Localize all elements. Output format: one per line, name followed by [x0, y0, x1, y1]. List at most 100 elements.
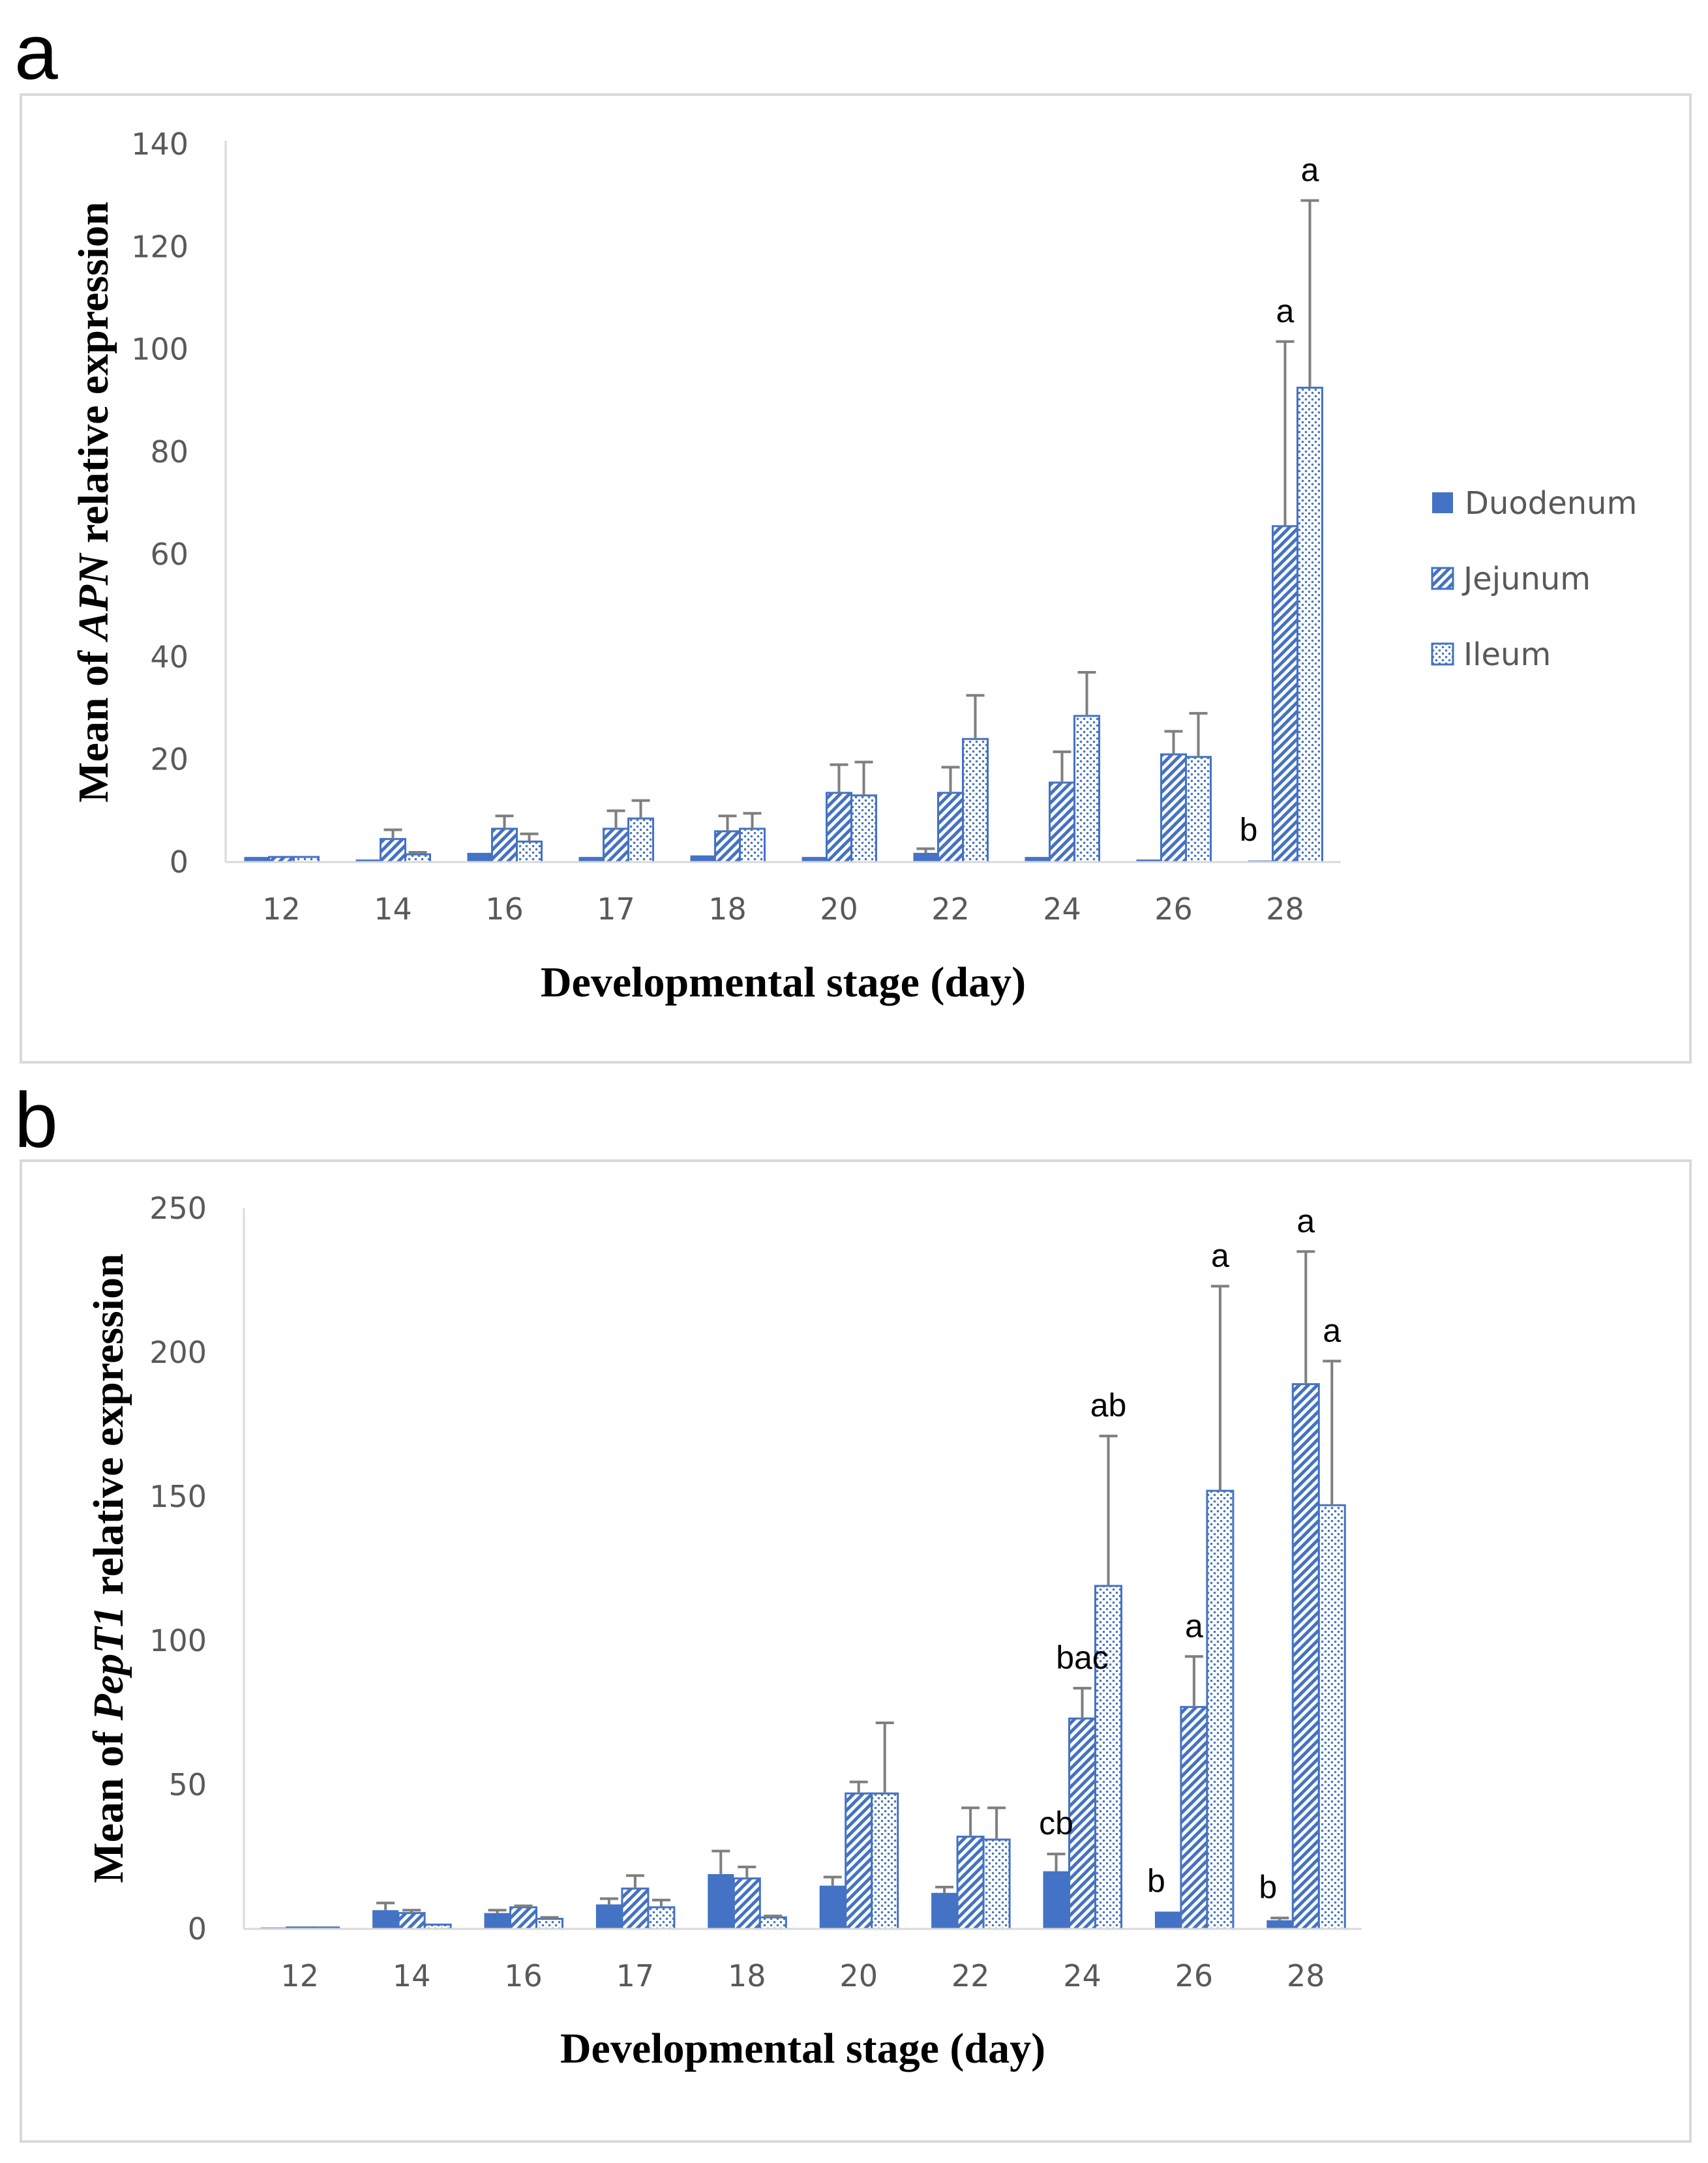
bar-ileum: [1073, 715, 1100, 863]
x-tick-label: 17: [597, 891, 635, 927]
significance-labels-a: b a a: [1240, 152, 1319, 848]
bar-ileum: [1296, 387, 1323, 863]
y-axis-title-a: Mean of APN relative expression: [70, 201, 117, 802]
bar-jejunum: [1049, 781, 1075, 863]
chart-frame-b: [20, 1159, 1692, 2143]
significance-label: a: [1323, 1312, 1341, 1349]
svg-text:Jejunum: Jejunum: [1461, 561, 1591, 597]
bar-duodenum: [1025, 857, 1050, 862]
significance-label: a: [1296, 1202, 1315, 1239]
x-tick-label: 17: [616, 1958, 655, 1993]
y-axis-title-b: Mean of PepT1 relative expression: [85, 1253, 132, 1883]
bar-jejunum: [491, 828, 518, 863]
bar-ileum: [404, 853, 431, 863]
y-tick-label: 100: [131, 332, 188, 367]
legend-item-ileum: Ileum: [1431, 636, 1551, 673]
chart-panel-b: 0 50 100 150 200 250 12 14 16 17 18 20 22 24 26 28 cb b…: [85, 1191, 1362, 2072]
panel-label-a: a: [14, 8, 58, 96]
y-tick-label: 150: [149, 1479, 207, 1514]
bar-jejunum: [956, 1836, 985, 1930]
significance-label: a: [1185, 1607, 1203, 1644]
y-tick-label: 120: [131, 229, 188, 264]
bar-duodenum: [690, 855, 715, 862]
bar-ileum: [647, 1906, 676, 1930]
y-tick-label: 250: [149, 1191, 207, 1226]
bar-ileum: [739, 828, 766, 863]
y-ticks-b: 0 50 100 150 200 250: [149, 1191, 207, 1947]
x-tick-label: 16: [485, 891, 524, 927]
bar-ileum: [535, 1918, 563, 1930]
x-tick-label: 14: [393, 1958, 431, 1993]
bar-ileum: [982, 1838, 1011, 1930]
significance-label: b: [1147, 1862, 1165, 1899]
bar-ileum: [1094, 1585, 1122, 1930]
bar-ileum: [850, 794, 877, 863]
x-tick-label: 20: [820, 891, 858, 927]
bar-duodenum: [484, 1913, 511, 1929]
y-tick-label: 50: [168, 1767, 207, 1802]
error-bars-b: [376, 1250, 1341, 1920]
x-tick-label: 22: [931, 891, 970, 927]
x-tick-label: 22: [951, 1958, 990, 1993]
x-ticks-a: 12 14 16 17 18 20 22 24 26 28: [262, 891, 1304, 927]
bar-jejunum: [1068, 1717, 1096, 1930]
bar-duodenum: [819, 1885, 846, 1929]
bar-duodenum: [595, 1904, 622, 1929]
y-tick-label: 140: [131, 127, 188, 162]
x-tick-label: 16: [504, 1958, 543, 1993]
bar-jejunum: [1272, 525, 1298, 863]
y-tick-label: 40: [150, 639, 188, 674]
error-bars-a: [383, 199, 1319, 855]
bar-jejunum: [621, 1887, 650, 1930]
chart-frame-a: [20, 93, 1692, 1064]
x-tick-label: 28: [1287, 1958, 1325, 1993]
legend-item-duodenum: Duodenum: [1432, 485, 1637, 522]
y-tick-label: 200: [149, 1335, 207, 1370]
x-tick-label: 12: [262, 891, 301, 927]
bars-a: [244, 387, 1323, 863]
y-tick-label: 0: [188, 1911, 207, 1947]
bar-duodenum: [578, 857, 604, 862]
bar-jejunum: [1291, 1383, 1320, 1930]
y-ticks-a: 0 20 40 60 80 100 120 140: [131, 127, 188, 880]
x-tick-label: 24: [1043, 891, 1081, 927]
significance-label: cb: [1039, 1805, 1073, 1842]
bar-duodenum: [244, 857, 269, 862]
bar-ileum: [1185, 756, 1212, 863]
bar-ileum: [516, 841, 543, 863]
bars-b: [260, 1383, 1346, 1930]
legend-item-jejunum: Jejunum: [1431, 561, 1591, 597]
panel-label-b: b: [14, 1077, 58, 1164]
y-tick-label: 80: [150, 434, 188, 470]
bar-jejunum: [937, 792, 964, 863]
significance-label: bac: [1056, 1639, 1109, 1676]
x-tick-label: 18: [728, 1958, 766, 1993]
bar-jejunum: [714, 830, 741, 863]
x-tick-label: 24: [1063, 1958, 1101, 1993]
x-ticks-b: 12 14 16 17 18 20 22 24 26 28: [280, 1958, 1325, 1993]
bar-ileum: [627, 817, 654, 863]
bar-duodenum: [802, 857, 827, 862]
y-tick-label: 60: [150, 537, 188, 572]
x-tick-label: 12: [280, 1958, 319, 1993]
significance-label: b: [1240, 812, 1258, 848]
bar-duodenum: [355, 859, 381, 862]
bar-duodenum: [1266, 1920, 1293, 1929]
x-axis-title-a: Developmental stage (day): [541, 959, 1026, 1006]
bar-jejunum: [826, 792, 852, 863]
bar-duodenum: [372, 1910, 399, 1929]
bar-ileum: [871, 1792, 899, 1930]
x-tick-label: 26: [1175, 1958, 1214, 1993]
bar-jejunum: [1160, 753, 1187, 863]
bar-jejunum: [603, 828, 629, 863]
bar-ileum: [962, 738, 989, 863]
bar-jejunum: [380, 838, 406, 863]
x-axis-title-b: Developmental stage (day): [560, 2025, 1045, 2072]
significance-label: ab: [1090, 1387, 1127, 1424]
bar-duodenum: [1136, 859, 1161, 862]
significance-label: a: [1301, 152, 1319, 188]
bar-duodenum: [1154, 1911, 1181, 1929]
y-tick-label: 0: [170, 844, 188, 880]
